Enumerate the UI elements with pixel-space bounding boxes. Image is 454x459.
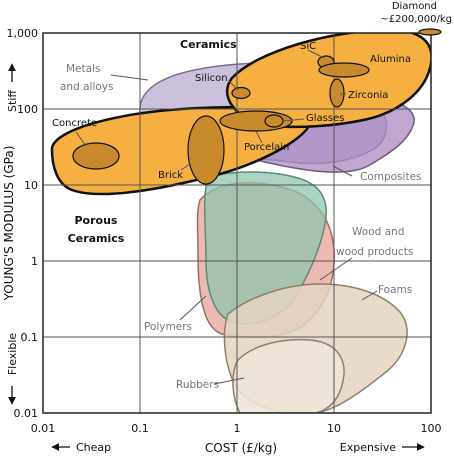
leader-composites (332, 165, 353, 177)
label-composites: Composites (360, 171, 422, 183)
label-wood-line2: wood products (336, 246, 413, 258)
leader-polymers (179, 295, 207, 321)
bubble-zirconia (329, 78, 345, 108)
leader-concrete (75, 131, 87, 147)
label-polymers: Polymers (144, 321, 192, 333)
label-alumina: Alumina (370, 54, 411, 65)
y-tick-label: 100 (17, 103, 38, 116)
label-leader-lines (75, 49, 378, 385)
label-sic: SiC (300, 41, 316, 52)
cheap-label: Cheap (76, 441, 111, 454)
x-axis-title: COST (£/kg) (205, 441, 277, 455)
label-wood-line1: Wood and (352, 226, 404, 238)
y-tick-label: 1 (31, 255, 38, 268)
y-tick-label: 1,000 (7, 27, 39, 40)
label-metals-line1: Metals (66, 63, 100, 75)
bubble-alumina (318, 62, 370, 78)
leader-porcelain (255, 130, 263, 144)
leader-brick (180, 163, 191, 171)
leader-foams (361, 290, 378, 301)
label-porous-line2: Ceramics (68, 232, 125, 245)
flexible-label: Flexible (6, 333, 19, 376)
y-tick-label: 10 (24, 179, 38, 192)
bubble-silicon (231, 86, 251, 100)
y-tick-label: 0.1 (21, 331, 39, 344)
x-tick-label: 0.01 (31, 422, 56, 435)
bubble-concrete (72, 142, 120, 170)
expensive-label: Expensive (340, 441, 396, 454)
label-silicon: Silicon (195, 73, 228, 84)
x-tick-label: 0.1 (131, 422, 149, 435)
label-metals-line2: and alloys (60, 81, 113, 93)
leader-glasses (282, 118, 305, 122)
label-diamond-price: ~£200,000/kg (380, 14, 452, 25)
tick-labels: 0.01 0.1 1 10 100 0.01 0.1 1 10 100 1,000 (7, 27, 442, 435)
x-tick-label: 1 (234, 422, 241, 435)
x-tick-label: 10 (327, 422, 341, 435)
leader-sic (307, 49, 325, 59)
label-concrete: Concrete (52, 118, 97, 129)
stiff-label: Stiff (6, 90, 19, 112)
y-axis-title: YOUNG'S MODULUS (GPa) (2, 146, 16, 302)
leader-rubbers (213, 377, 245, 385)
axis-end-markers: Cheap Expensive Flexible Stiff (6, 63, 425, 454)
region-rubbers (232, 338, 345, 413)
y-tick-label: 0.01 (14, 407, 39, 420)
label-brick: Brick (158, 170, 183, 181)
x-tick-label: 100 (421, 422, 442, 435)
label-rubbers: Rubbers (176, 379, 219, 391)
label-zirconia: Zirconia (348, 90, 388, 101)
bubble-glasses (264, 114, 284, 128)
label-ceramics: Ceramics (180, 38, 237, 51)
label-porous-line1: Porous (75, 214, 118, 227)
leader-metals (110, 74, 149, 81)
bubble-brick (187, 115, 225, 185)
label-foams: Foams (378, 284, 412, 296)
label-glasses: Glasses (306, 113, 344, 124)
leader-silicon (228, 80, 239, 91)
material-bubbles (72, 28, 442, 185)
label-porcelain: Porcelain (244, 142, 289, 153)
leader-wood (319, 257, 353, 281)
label-diamond: Diamond (392, 1, 437, 12)
material-labels: Ceramics Metals and alloys SiC Alumina Silico… (52, 1, 452, 391)
plot-frame (42, 32, 432, 414)
bubble-diamond (418, 28, 442, 36)
